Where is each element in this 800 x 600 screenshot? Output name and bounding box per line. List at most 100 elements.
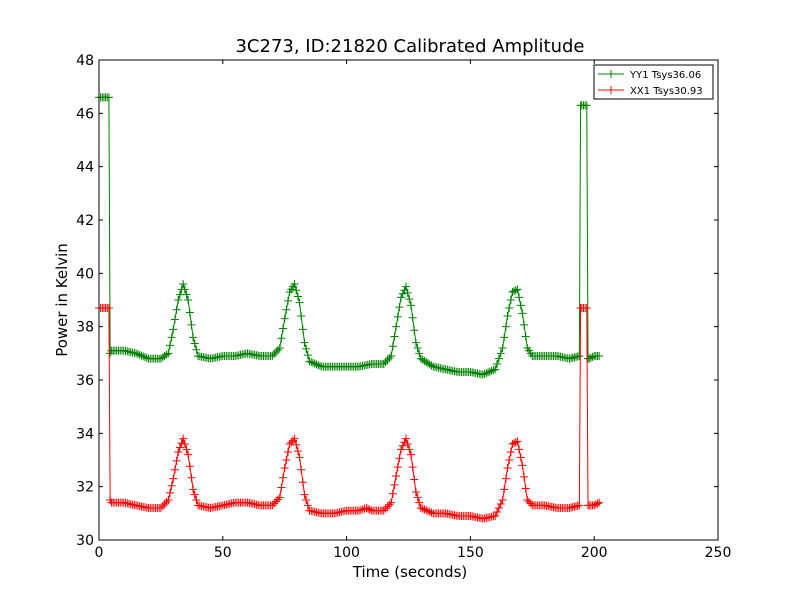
data-point <box>104 93 113 102</box>
data-point <box>496 500 505 508</box>
data-point <box>403 440 412 448</box>
data-point <box>505 304 514 312</box>
data-point <box>410 326 419 335</box>
data-point <box>498 344 507 352</box>
data-point <box>520 320 529 329</box>
data-point <box>307 358 316 367</box>
data-point <box>418 504 427 513</box>
data-point <box>381 358 390 366</box>
data-point <box>190 339 199 348</box>
data-point <box>503 464 512 472</box>
data-point <box>420 505 429 514</box>
data-point <box>185 462 194 471</box>
data-point <box>169 325 178 334</box>
data-point <box>387 498 396 507</box>
data-point <box>282 456 291 464</box>
data-point <box>379 360 388 368</box>
data-point <box>575 501 584 510</box>
data-point <box>516 301 525 310</box>
data-point <box>270 350 279 358</box>
data-point <box>387 352 396 360</box>
data-point <box>279 324 288 333</box>
data-point <box>169 474 178 483</box>
data-point <box>415 498 424 507</box>
data-point <box>290 434 299 443</box>
data-point <box>184 296 193 304</box>
plot-frame <box>98 59 719 541</box>
data-point <box>356 506 365 514</box>
y-tick-label: 32 <box>76 480 94 496</box>
data-point <box>403 288 412 297</box>
y-tick-label: 48 <box>76 53 94 69</box>
data-point <box>511 286 520 295</box>
data-point <box>284 448 292 456</box>
x-tick-label: 50 <box>214 545 232 561</box>
data-point <box>192 345 201 354</box>
data-point <box>179 280 188 288</box>
data-point <box>295 298 304 307</box>
data-point <box>272 348 281 356</box>
data-point <box>280 464 289 472</box>
data-point <box>284 296 292 305</box>
data-point <box>393 463 402 472</box>
ticks-layer: 0 50 100 150 200 250 30 32 34 36 38 40 42 44 46 48 <box>76 53 731 561</box>
data-point <box>484 368 493 377</box>
data-point <box>510 439 519 448</box>
data-point <box>395 303 404 312</box>
data-point <box>187 473 196 482</box>
data-point <box>408 313 417 322</box>
data-point <box>273 495 282 504</box>
data-point <box>170 315 179 324</box>
data-point <box>184 450 193 459</box>
data-point <box>142 353 151 362</box>
data-point <box>185 308 194 317</box>
data-point <box>132 349 141 358</box>
data-point <box>160 500 169 508</box>
data-point <box>362 504 371 512</box>
legend: YY1 Tsys36.06 XX1 Tsys30.93 <box>593 64 714 100</box>
data-point <box>381 504 390 513</box>
data-point <box>515 293 524 302</box>
data-point <box>521 332 530 341</box>
data-point <box>167 333 176 342</box>
data-point <box>277 334 286 343</box>
data-point <box>302 344 311 353</box>
data-point <box>510 287 519 296</box>
data-point <box>408 463 417 472</box>
data-point <box>503 312 512 320</box>
data-point <box>379 506 388 515</box>
data-point <box>365 505 374 514</box>
data-point <box>273 346 282 354</box>
data-point <box>415 349 424 358</box>
data-point <box>593 499 602 508</box>
legend-marker-0 <box>607 70 615 78</box>
data-point <box>277 483 286 492</box>
y-tick-label: 34 <box>76 426 94 442</box>
data-point <box>158 502 167 510</box>
data-point <box>167 481 176 490</box>
data-point <box>292 286 301 295</box>
data-point <box>293 447 302 456</box>
data-point <box>590 501 599 510</box>
series-markers-0 <box>95 93 604 379</box>
data-point <box>298 478 307 487</box>
data-point <box>427 361 436 370</box>
data-point <box>189 333 198 342</box>
data-point <box>505 456 514 464</box>
data-point <box>595 352 604 360</box>
data-point <box>520 472 529 481</box>
data-point <box>182 445 191 454</box>
data-point <box>406 450 415 459</box>
data-point <box>135 350 144 359</box>
data-point <box>187 320 196 329</box>
data-point <box>300 490 309 499</box>
data-point <box>595 498 604 507</box>
data-point <box>172 456 181 465</box>
data-point <box>508 288 517 296</box>
data-point <box>390 332 399 341</box>
data-point <box>511 438 520 447</box>
legend-marker-1 <box>607 86 615 94</box>
data-point <box>411 488 420 496</box>
